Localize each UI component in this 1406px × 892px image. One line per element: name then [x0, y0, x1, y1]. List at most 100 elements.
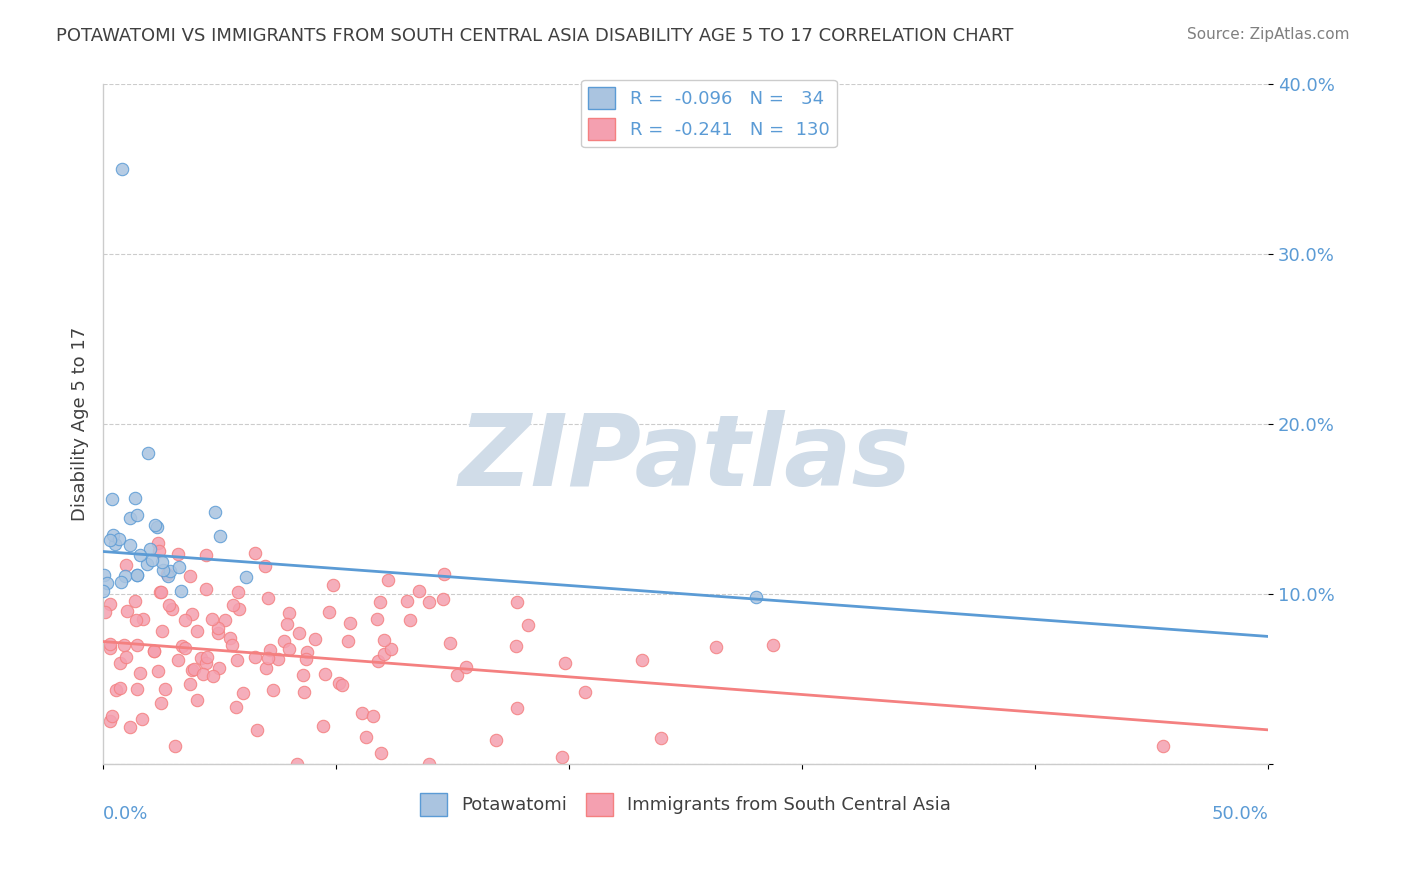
- Point: [367, 653, 389, 667]
- Point: [104, 537, 127, 551]
- Point: [180, 607, 202, 621]
- Point: [170, 640, 193, 654]
- Point: [98, 640, 121, 655]
- Point: [1152, 739, 1174, 754]
- Point: [152, 563, 174, 577]
- Point: [128, 665, 150, 680]
- Point: [373, 633, 395, 648]
- Point: [361, 708, 384, 723]
- Point: [128, 549, 150, 563]
- Point: [328, 675, 350, 690]
- Point: [226, 653, 249, 667]
- Point: [285, 756, 308, 771]
- Point: [98, 714, 121, 728]
- Point: [368, 595, 391, 609]
- Point: [157, 599, 180, 613]
- Point: [278, 642, 301, 657]
- Point: [226, 585, 249, 599]
- Point: [225, 699, 247, 714]
- Point: [115, 558, 138, 572]
- Point: [115, 650, 138, 665]
- Text: 0.0%: 0.0%: [103, 805, 149, 822]
- Point: [201, 668, 224, 682]
- Point: [235, 570, 257, 584]
- Point: [150, 585, 173, 599]
- Point: [456, 660, 478, 674]
- Point: [105, 682, 128, 697]
- Point: [148, 543, 170, 558]
- Point: [228, 602, 250, 616]
- Point: [218, 631, 240, 645]
- Point: [166, 547, 188, 561]
- Point: [194, 656, 217, 670]
- Point: [232, 686, 254, 700]
- Point: [125, 508, 148, 522]
- Point: [505, 595, 527, 609]
- Point: [433, 566, 456, 581]
- Point: [124, 594, 146, 608]
- Point: [254, 661, 277, 675]
- Point: [91, 584, 114, 599]
- Point: [551, 750, 574, 764]
- Y-axis label: Disability Age 5 to 17: Disability Age 5 to 17: [72, 327, 89, 521]
- Point: [398, 613, 420, 627]
- Point: [288, 626, 311, 640]
- Point: [395, 594, 418, 608]
- Point: [98, 533, 121, 547]
- Point: [352, 706, 374, 720]
- Point: [704, 640, 727, 655]
- Point: [257, 591, 280, 605]
- Point: [150, 624, 173, 639]
- Point: [276, 616, 298, 631]
- Point: [111, 162, 134, 177]
- Point: [294, 651, 316, 665]
- Point: [183, 662, 205, 676]
- Point: [506, 701, 529, 715]
- Point: [505, 639, 527, 653]
- Point: [254, 559, 277, 574]
- Point: [318, 605, 340, 619]
- Point: [292, 685, 315, 699]
- Point: [108, 533, 131, 547]
- Point: [136, 557, 159, 571]
- Point: [262, 683, 284, 698]
- Point: [120, 510, 142, 524]
- Text: 50.0%: 50.0%: [1212, 805, 1268, 822]
- Point: [207, 625, 229, 640]
- Point: [195, 582, 218, 596]
- Point: [266, 652, 288, 666]
- Legend: Potawatomi, Immigrants from South Central Asia: Potawatomi, Immigrants from South Centra…: [413, 786, 959, 822]
- Point: [631, 653, 654, 667]
- Text: Source: ZipAtlas.com: Source: ZipAtlas.com: [1187, 27, 1350, 42]
- Point: [370, 746, 392, 760]
- Point: [173, 613, 195, 627]
- Point: [103, 528, 125, 542]
- Point: [650, 731, 672, 745]
- Point: [139, 542, 162, 557]
- Point: [380, 641, 402, 656]
- Point: [125, 613, 148, 627]
- Point: [221, 638, 243, 652]
- Point: [146, 536, 169, 550]
- Point: [354, 731, 377, 745]
- Point: [762, 638, 785, 652]
- Text: POTAWATOMI VS IMMIGRANTS FROM SOUTH CENTRAL ASIA DISABILITY AGE 5 TO 17 CORRELAT: POTAWATOMI VS IMMIGRANTS FROM SOUTH CENT…: [56, 27, 1014, 45]
- Point: [337, 634, 360, 648]
- Point: [432, 592, 454, 607]
- Point: [181, 664, 204, 678]
- Point: [195, 548, 218, 562]
- Point: [162, 601, 184, 615]
- Point: [485, 732, 508, 747]
- Point: [314, 666, 336, 681]
- Point: [257, 651, 280, 665]
- Point: [408, 584, 430, 599]
- Point: [98, 597, 121, 611]
- Point: [101, 708, 124, 723]
- Point: [146, 664, 169, 678]
- Point: [243, 649, 266, 664]
- Point: [100, 491, 122, 506]
- Point: [222, 598, 245, 612]
- Point: [193, 666, 215, 681]
- Point: [156, 569, 179, 583]
- Point: [377, 574, 399, 588]
